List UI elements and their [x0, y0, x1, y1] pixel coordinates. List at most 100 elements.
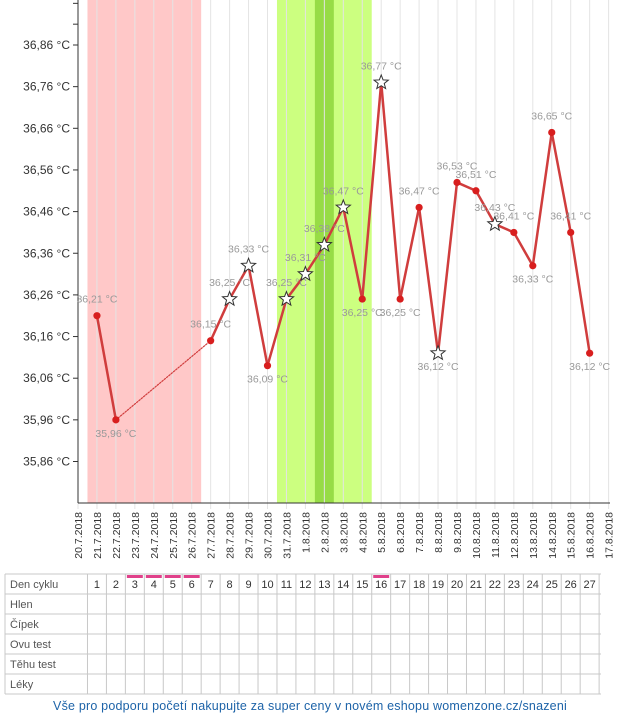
cycle-day-number: 16 [375, 579, 387, 591]
x-tick-label: 25.7.2018 [168, 512, 180, 559]
y-tick-label: 36,86 °C [23, 38, 70, 52]
x-tick-label: 6.8.2018 [395, 512, 407, 553]
x-tick-label: 21.7.2018 [92, 512, 104, 559]
cycle-day-number: 5 [170, 579, 176, 591]
data-point [510, 228, 518, 237]
data-label: 36,33 °C [512, 274, 553, 286]
series-segment [361, 81, 383, 301]
data-point-star [240, 256, 258, 273]
series-segment [550, 131, 572, 234]
cycle-day-number: 4 [151, 579, 157, 591]
data-point [453, 178, 461, 187]
data-point [396, 295, 404, 303]
series-segment [209, 297, 231, 342]
data-label: 36,77 °C [361, 60, 402, 72]
data-point [567, 228, 575, 237]
x-tick-label: 16.8.2018 [585, 512, 597, 559]
data-label: 36,21 °C [76, 294, 117, 306]
x-tick-label: 31.7.2018 [281, 512, 293, 559]
data-point [548, 128, 556, 137]
series-segment [512, 231, 535, 267]
cycle-day-number: 15 [356, 579, 368, 591]
data-label: 36,41 °C [550, 210, 591, 222]
cycle-day-number: 21 [470, 579, 482, 591]
y-tick-label: 35,86 °C [23, 455, 70, 469]
data-labels: 36,21 °C 35,96 °C 36,15 °C 36,25 °C 36,33 °C… [76, 60, 610, 439]
x-tick-label: 22.7.2018 [111, 512, 123, 559]
cycle-day-number: 22 [489, 579, 501, 591]
series-segment [323, 206, 345, 247]
cycle-day-number: 11 [281, 579, 292, 591]
x-tick-label: 27.7.2018 [206, 512, 218, 559]
x-tick-label: 4.8.2018 [357, 512, 369, 553]
cycle-day-number: 23 [508, 579, 520, 591]
x-tick-label: 29.7.2018 [244, 512, 256, 559]
y-tick-label: 36,06 °C [23, 371, 70, 385]
day-marker [183, 575, 200, 578]
x-tick-label: 2.8.2018 [319, 512, 331, 553]
y-tick-label: 35,96 °C [23, 413, 70, 427]
series-segment [474, 189, 497, 226]
data-label: 36,31 °C [285, 252, 326, 264]
cycle-day-number: 27 [584, 579, 596, 591]
series-segment [266, 297, 288, 367]
series-markers [93, 73, 594, 424]
cycle-day-number: 1 [94, 579, 100, 591]
x-tick-label: 3.8.2018 [338, 512, 350, 553]
series-segment [569, 231, 591, 355]
data-point [93, 312, 101, 320]
series-segment [531, 131, 553, 267]
cycle-day-number: 19 [432, 579, 444, 591]
band-0 [87, 0, 202, 503]
cycle-day-number: 10 [261, 579, 273, 591]
series-segment [342, 206, 364, 301]
cycle-day-number: 20 [451, 579, 463, 591]
cycle-day-number: 3 [132, 579, 138, 591]
table-row-label: Těhu test [10, 659, 56, 671]
y-tick-label: 36,76 °C [23, 80, 70, 94]
data-point [415, 203, 423, 212]
x-tick-label: 10.8.2018 [471, 512, 483, 559]
series-segment [436, 181, 459, 355]
x-tick-label: 28.7.2018 [225, 512, 237, 559]
footer-link[interactable]: Vše pro podporu početí nakupujte za supe… [53, 699, 567, 713]
data-point-star [429, 344, 447, 361]
series-segment [247, 264, 269, 367]
y-tick-label: 36,56 °C [23, 163, 70, 177]
cycle-day-number: 14 [337, 579, 349, 591]
cycle-day-number: 24 [527, 579, 539, 591]
table-row-label: Čípek [10, 618, 39, 631]
data-label: 36,15 °C [190, 319, 231, 331]
cycle-day-number: 9 [245, 579, 251, 591]
cycle-day-number: 26 [565, 579, 577, 591]
data-point [586, 349, 594, 357]
data-point [472, 187, 480, 195]
data-point [529, 262, 537, 270]
x-tick-label: 15.8.2018 [566, 512, 578, 559]
cycle-day-number: 6 [189, 579, 195, 591]
x-tick-label: 13.8.2018 [528, 512, 540, 559]
data-label: 36,09 °C [247, 374, 288, 386]
data-label: 36,25 °C [266, 277, 307, 289]
temperature-chart: 36,86 °C 36,76 °C 36,66 °C 36,56 °C 36,46 °C… [4, 0, 616, 695]
x-tick-label: 23.7.2018 [130, 512, 142, 559]
data-label: 36,33 °C [228, 244, 269, 256]
data-point-star [334, 198, 352, 215]
data-label: 35,96 °C [95, 428, 136, 440]
day-marker [145, 575, 162, 578]
table-row-label: Ovu test [10, 639, 51, 651]
series-segment [379, 81, 402, 301]
y-tick-label: 36,36 °C [23, 246, 70, 260]
data-point-star [315, 236, 333, 253]
day-marker [126, 575, 143, 578]
cycle-day-number: 13 [318, 579, 330, 591]
table-row-label: Léky [10, 679, 34, 691]
data-label: 36,12 °C [569, 361, 610, 373]
chart-grid [77, 0, 610, 509]
series-segment [398, 206, 421, 301]
y-tick-label: 36,66 °C [23, 121, 70, 135]
x-tick-label: 11.8.2018 [490, 512, 502, 558]
cycle-day-number: 17 [394, 579, 406, 591]
y-tick-label: 36,46 °C [23, 205, 70, 219]
day-marker [164, 575, 181, 578]
